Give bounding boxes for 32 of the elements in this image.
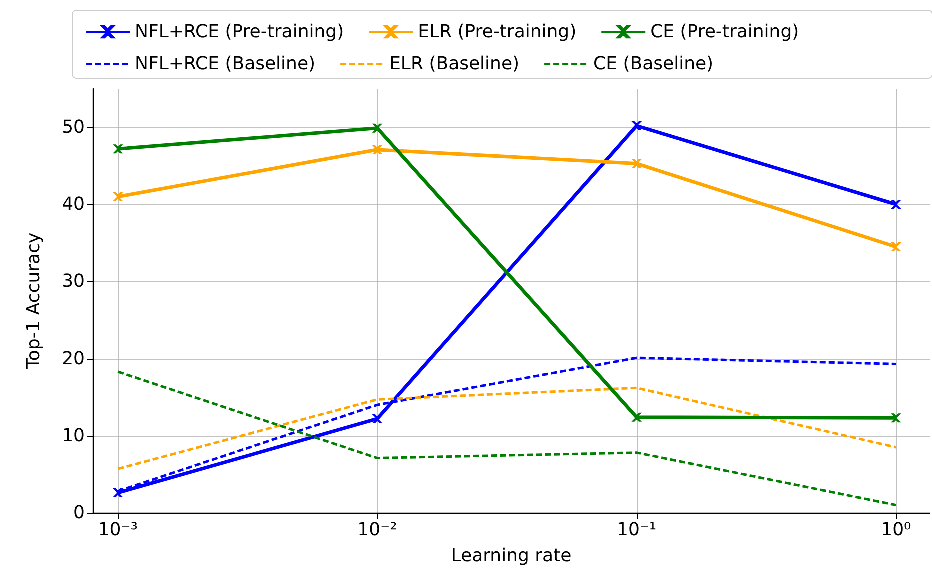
legend-label: ELR (Baseline) (390, 54, 520, 74)
x-tick-label: 10⁻³ (98, 520, 138, 540)
line-series (116, 386, 898, 470)
legend-label: CE (Pre-training) (650, 22, 800, 42)
x-tick-label: 10⁰ (881, 520, 912, 540)
point (114, 144, 123, 154)
y-tick-label: 50 (62, 117, 85, 138)
legend-label: NFL+RCE (Baseline) (135, 54, 316, 74)
legend-label: CE (Baseline) (594, 54, 714, 74)
point (632, 159, 642, 168)
y-tick-label: 10 (62, 425, 85, 446)
point (114, 192, 123, 202)
point (892, 242, 901, 252)
legend-label: ELR (Pre-training) (418, 22, 577, 42)
y-tick-label: 40 (62, 194, 85, 216)
y-tick-label: 20 (62, 348, 85, 370)
x-axis-title: Learning rate (451, 546, 572, 566)
point (892, 414, 901, 423)
point (372, 414, 382, 424)
y-axis-title: Top-1 Accuracy (24, 232, 44, 370)
point (114, 488, 123, 498)
x-tick-label: 10⁻¹ (617, 520, 657, 540)
point (372, 124, 382, 133)
y-tick-label: 30 (62, 271, 85, 292)
x-tick-label: 10⁻² (358, 520, 398, 540)
point (372, 145, 382, 154)
legend-label: NFL+RCE (Pre-training) (135, 22, 344, 42)
point (632, 122, 642, 131)
point (892, 200, 901, 210)
line-series (116, 370, 898, 507)
y-tick-label: 0 (74, 502, 85, 524)
point (632, 412, 642, 422)
